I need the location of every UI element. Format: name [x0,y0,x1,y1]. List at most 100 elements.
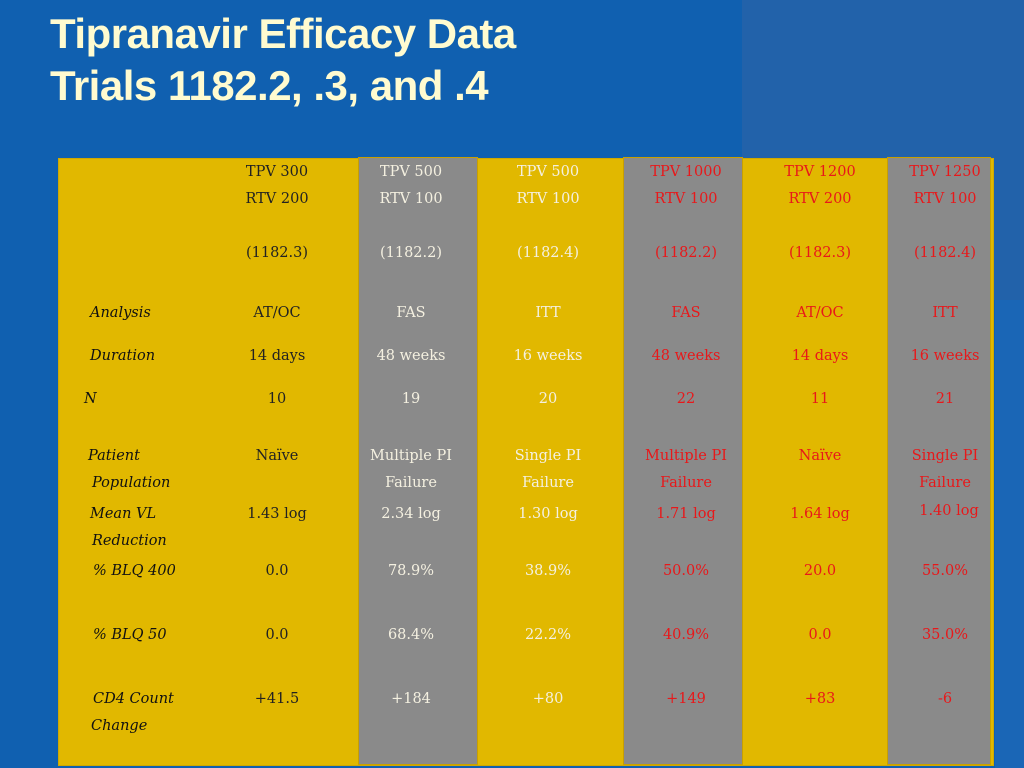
col4-trial: (1182.2) [654,245,718,261]
population-line: Multiple PI [645,448,727,464]
column-shade-6 [887,157,991,765]
col4-population: Multiple PI Failure [645,443,727,497]
col1-trial: (1182.3) [245,245,309,261]
population-line: Failure [385,475,437,491]
header-dose: TPV 1250 [909,164,981,180]
col1-duration: 14 days [248,348,306,364]
col4-header: TPV 1000 RTV 100 [650,159,721,213]
col5-mean-vl: 1.64 log [790,506,850,522]
col2-analysis: FAS [396,305,426,321]
col2-cd4: +184 [391,691,431,707]
col2-n: 19 [401,391,421,407]
col4-cd4: +149 [666,691,706,707]
col2-population: Multiple PI Failure [370,443,452,497]
col3-blq50: 22.2% [524,627,572,643]
background-panel-edge [995,300,1024,768]
col6-population: Single PI Failure [912,443,979,497]
col1-n: 10 [267,391,287,407]
col3-cd4: +80 [532,691,564,707]
col5-header: TPV 1200 RTV 200 [784,159,855,213]
col4-mean-vl: 1.71 log [656,506,716,522]
col4-blq50: 40.9% [662,627,710,643]
header-dose: RTV 100 [654,191,718,207]
title-line-2: Trials 1182.2, .3, and .4 [50,62,489,109]
col6-duration: 16 weeks [910,348,980,364]
header-dose: TPV 300 [245,164,309,180]
row-label-line: Mean VL [90,506,157,522]
population-line: Single PI [514,448,582,464]
header-dose: TPV 500 [516,164,580,180]
population-line: Failure [660,475,712,491]
row-label-duration: Duration [90,348,156,364]
col3-header: TPV 500 RTV 100 [516,159,579,213]
col4-blq400: 50.0% [662,563,710,579]
column-shade-2 [358,157,478,765]
col1-blq400: 0.0 [265,563,289,579]
col3-analysis: ITT [535,305,561,321]
header-dose: TPV 500 [379,164,443,180]
row-label-blq50: % BLQ 50 [93,627,167,643]
col5-trial: (1182.3) [788,245,852,261]
col5-blq50: 0.0 [808,627,832,643]
header-dose: RTV 100 [913,191,977,207]
title-line-1: Tipranavir Efficacy Data [50,10,516,57]
header-dose: RTV 100 [516,191,580,207]
row-label-line: Change [91,718,148,734]
header-dose: RTV 100 [379,191,443,207]
col5-duration: 14 days [791,348,849,364]
row-label-n: N [84,391,97,407]
population-line: Naïve [798,448,842,464]
header-dose: TPV 1200 [784,164,856,180]
col6-blq400: 55.0% [921,563,969,579]
col5-population: Naïve [799,443,842,470]
header-dose: RTV 200 [245,191,309,207]
row-label-analysis: Analysis [90,305,151,321]
col3-trial: (1182.4) [516,245,580,261]
row-label-line: Reduction [92,533,167,549]
col2-blq50: 68.4% [387,627,435,643]
col2-mean-vl: 2.34 log [381,506,441,522]
col6-cd4: -6 [937,691,953,707]
col6-blq50: 35.0% [921,627,969,643]
population-line: Failure [919,475,971,491]
col4-analysis: FAS [671,305,701,321]
row-label-line: Population [92,475,171,491]
col2-duration: 48 weeks [376,348,446,364]
col6-trial: (1182.4) [913,245,977,261]
table-background [58,158,994,766]
row-label-line: Patient [88,448,140,464]
row-label-blq400: % BLQ 400 [93,563,176,579]
col1-population: Naïve [256,443,299,470]
row-label-cd4: CD4 Count Change [91,686,174,740]
col4-n: 22 [676,391,696,407]
header-dose: RTV 200 [788,191,852,207]
column-shade-4 [623,157,743,765]
col1-blq50: 0.0 [265,627,289,643]
population-line: Single PI [911,448,979,464]
col4-duration: 48 weeks [651,348,721,364]
col1-analysis: AT/OC [253,305,301,321]
col5-n: 11 [810,391,830,407]
col6-header: TPV 1250 RTV 100 [909,159,980,213]
col1-cd4: +41.5 [254,691,300,707]
col1-mean-vl: 1.43 log [247,506,307,522]
col2-header: TPV 500 RTV 100 [379,159,442,213]
row-label-line: CD4 Count [93,691,174,707]
col5-cd4: +83 [804,691,836,707]
col1-header: TPV 300 RTV 200 [245,159,308,213]
row-label-patient-population: Patient Population [88,443,170,497]
header-dose: TPV 1000 [650,164,722,180]
col3-n: 20 [538,391,558,407]
population-line: Multiple PI [370,448,452,464]
population-line: Naïve [255,448,299,464]
col5-blq400: 20.0 [803,563,837,579]
col5-analysis: AT/OC [796,305,844,321]
population-line: Failure [522,475,574,491]
col2-trial: (1182.2) [379,245,443,261]
col3-population: Single PI Failure [515,443,582,497]
col3-mean-vl: 1.30 log [518,506,578,522]
col6-mean-vl: 1.40 log [919,503,979,519]
col6-n: 21 [935,391,955,407]
col2-blq400: 78.9% [387,563,435,579]
col3-blq400: 38.9% [524,563,572,579]
